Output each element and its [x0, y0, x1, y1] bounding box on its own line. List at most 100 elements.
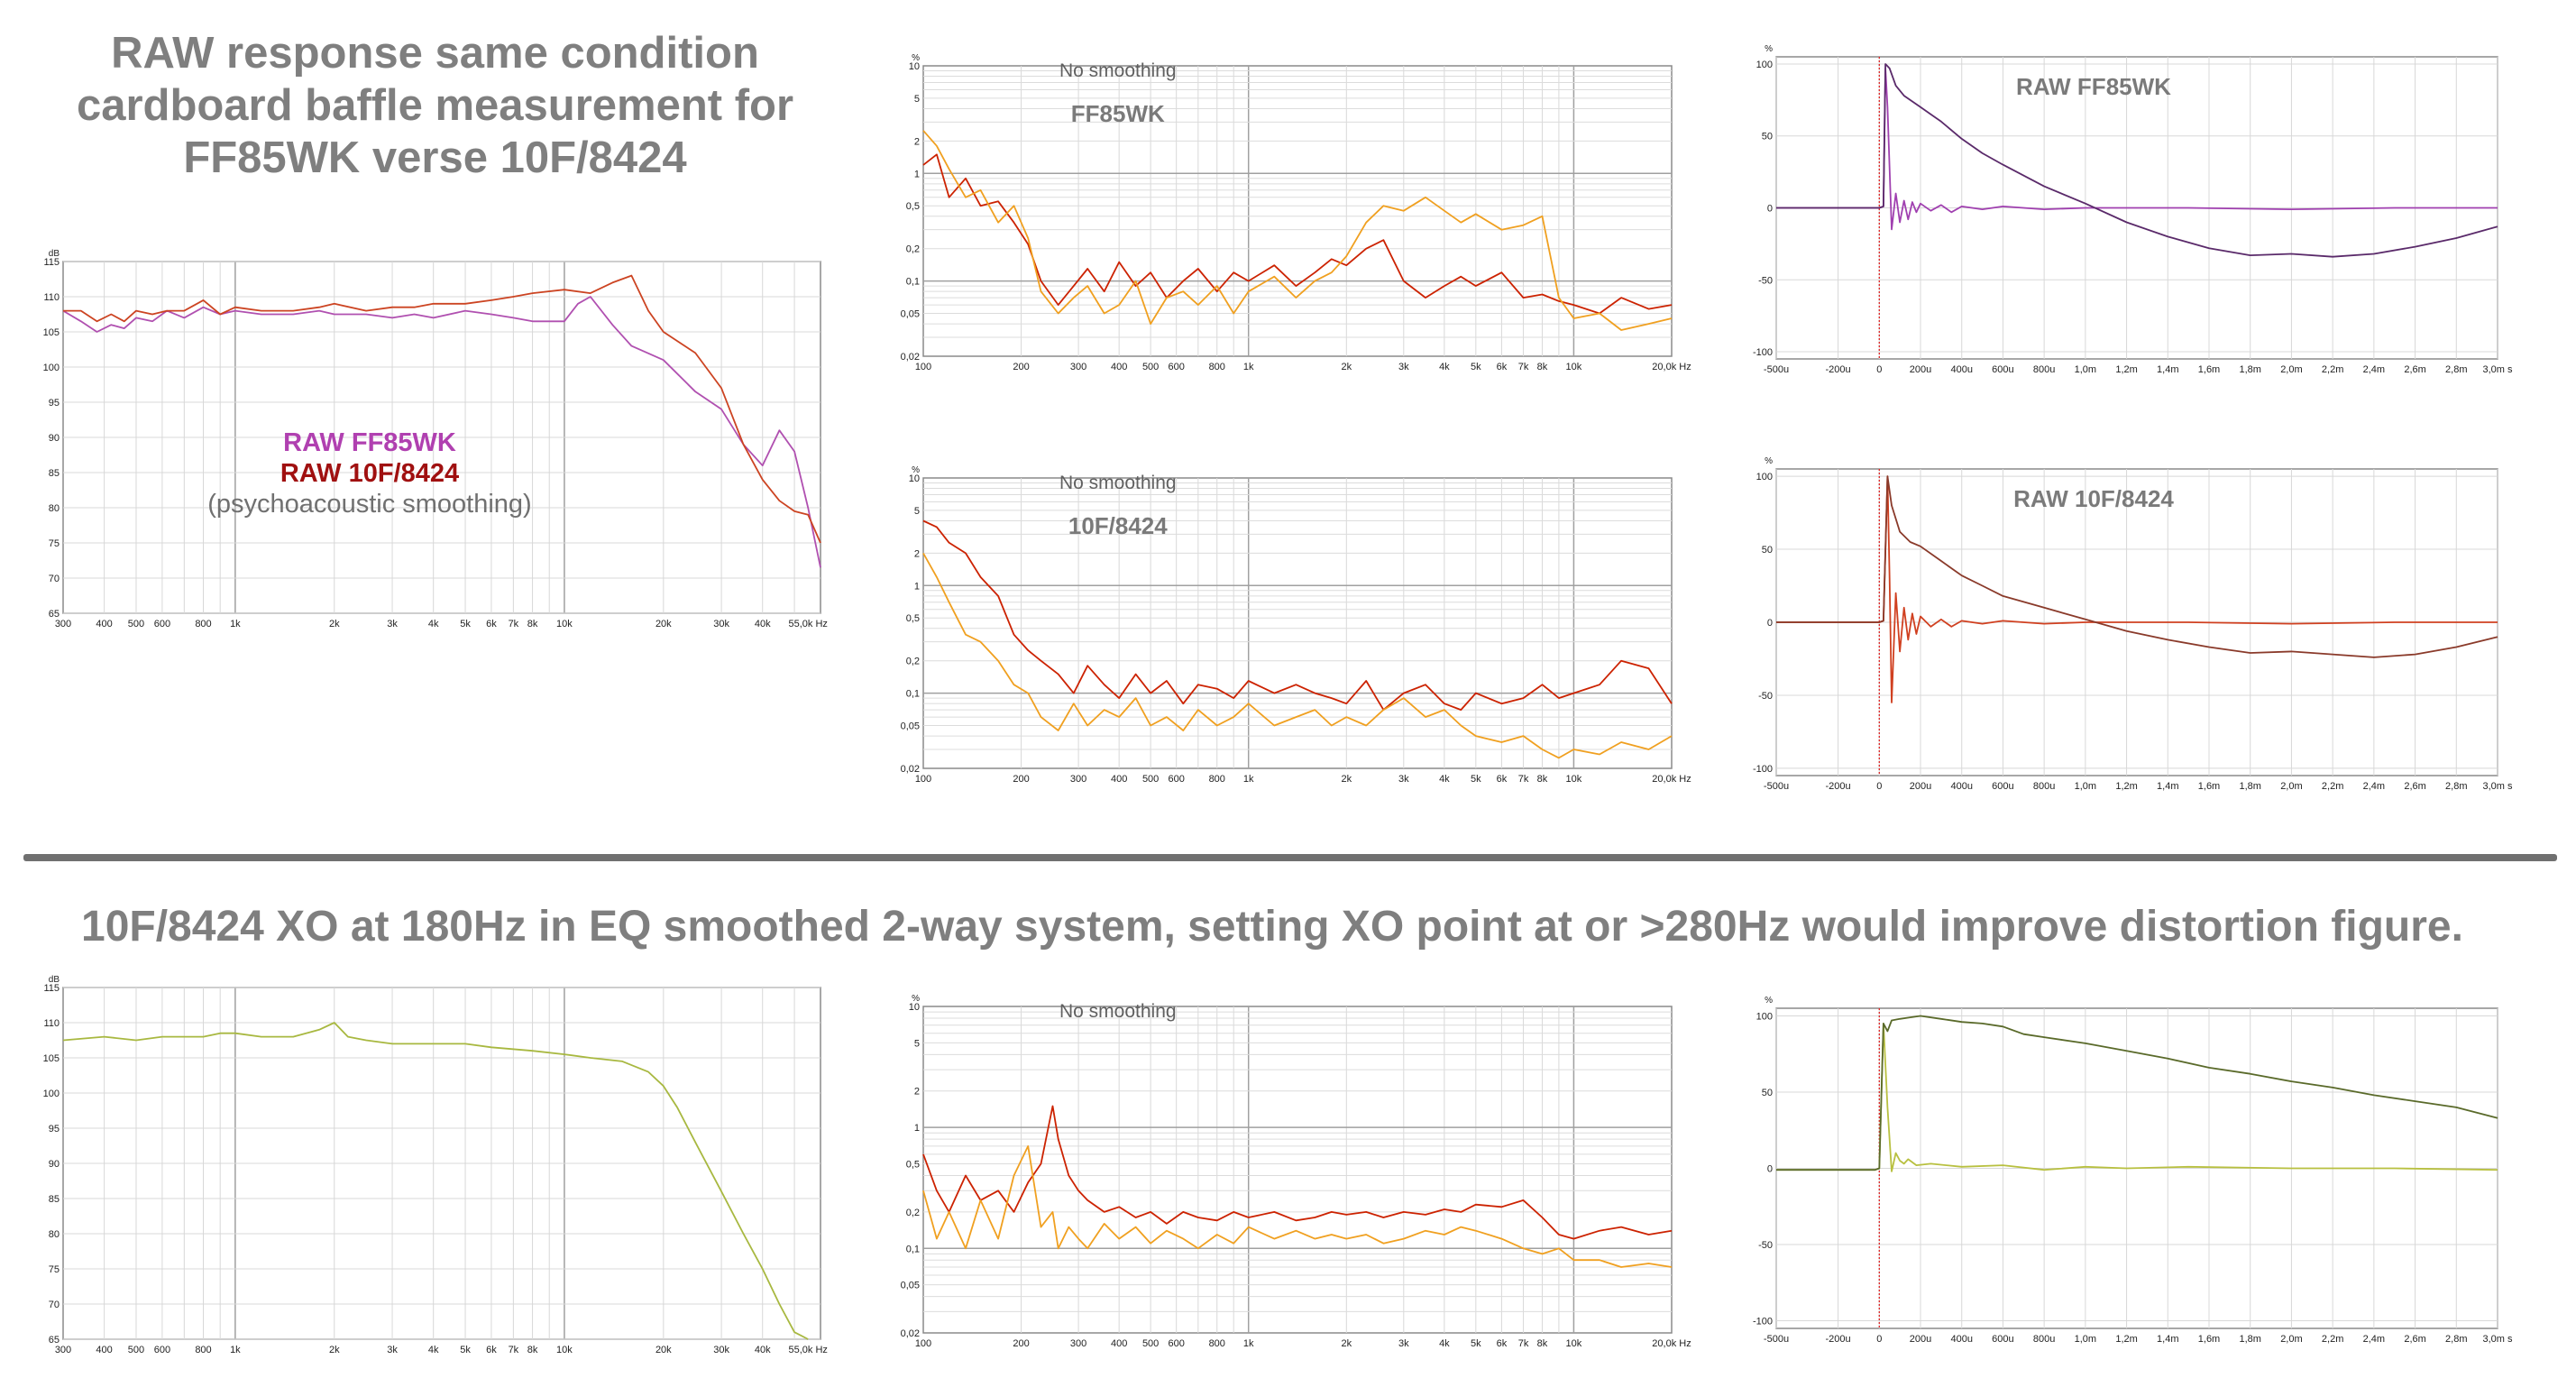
y-tick-label: 2 — [914, 136, 920, 147]
y-tick-label: 0,02 — [901, 1328, 920, 1339]
x-tick-label: 0 — [1876, 781, 1882, 792]
x-tick-label: 600 — [1169, 362, 1185, 372]
x-tick-label: 2,2m — [2322, 781, 2343, 792]
x-tick-label: 0 — [1876, 1334, 1882, 1345]
y-tick-label: 2 — [914, 1087, 920, 1098]
y-tick-label: 10 — [909, 1002, 920, 1013]
series-line-raw-ff85wk — [62, 296, 821, 568]
x-tick-label: 400u — [1950, 364, 1972, 375]
y-tick-label: -100 — [1753, 1317, 1773, 1327]
x-tick-label: 6k — [1497, 362, 1508, 372]
x-tick-label: 2,2m — [2322, 1334, 2343, 1345]
y-tick-label: 0,02 — [901, 764, 920, 775]
x-tick-label: 2k — [329, 619, 340, 629]
x-tick-label: 2k — [329, 1345, 340, 1355]
chart-fr-raw: 300 400 500 600 800 1k 2k 3k 4k 5k 6k 7k 8k 10k 20k 30k… — [43, 249, 828, 629]
x-tick-label: 2,0m — [2280, 364, 2302, 375]
x-tick-label: 500 — [1142, 774, 1159, 785]
series-line-red — [922, 519, 1673, 712]
x-tick-label: 1,2m — [2115, 1334, 2137, 1345]
x-tick-label: 4k — [1439, 362, 1450, 372]
series-line-impulse — [1776, 1023, 2498, 1172]
y-tick-label: 0,2 — [906, 1208, 920, 1218]
y-tick-label: 115 — [43, 983, 60, 994]
x-tick-label: 800 — [1209, 774, 1225, 785]
x-tick-label: 300 — [55, 619, 71, 629]
x-tick-label: 3k — [1398, 1338, 1409, 1349]
y-tick-label: 0,1 — [906, 1244, 920, 1254]
x-tick-label: 2,6m — [2404, 1334, 2425, 1345]
x-tick-label: 100 — [915, 362, 931, 372]
legend-entry: RAW 10F/8424 — [280, 459, 459, 488]
x-tick-label: 1,6m — [2198, 1334, 2220, 1345]
x-tick-label: 1,0m — [2075, 781, 2096, 792]
x-tick-label: 4k — [428, 1345, 439, 1355]
x-tick-label: 600 — [1169, 774, 1185, 785]
x-tick-label: 800 — [1209, 362, 1225, 372]
chart-impulse-system: -500u -200u 0 200u 400u 600u 800u 1,0m 1,2m 1,4m 1… — [1753, 996, 2513, 1345]
x-tick-label: 6k — [486, 1345, 497, 1355]
x-tick-label: 5k — [1471, 774, 1481, 785]
y-axis-unit: % — [912, 53, 920, 63]
x-tick-label: 800u — [2033, 781, 2055, 792]
x-tick-label: 1,0m — [2075, 1334, 2096, 1345]
y-axis-unit: % — [912, 994, 920, 1004]
y-tick-label: 105 — [43, 1053, 60, 1064]
x-tick-label: 600u — [1992, 781, 2013, 792]
plot-area — [922, 65, 1673, 357]
x-tick-label: 2,0m — [2280, 1334, 2302, 1345]
y-tick-label: 85 — [49, 468, 60, 479]
y-tick-label: 1 — [914, 169, 920, 179]
x-tick-label: 800 — [195, 1345, 211, 1355]
y-tick-label: 105 — [43, 327, 60, 338]
x-tick-label: -200u — [1826, 781, 1851, 792]
y-tick-label: 100 — [1756, 1011, 1773, 1022]
x-tick-label: 400 — [96, 619, 112, 629]
x-tick-label: 100 — [915, 774, 931, 785]
y-tick-label: 50 — [1762, 1088, 1773, 1098]
x-tick-label: 300 — [55, 1345, 71, 1355]
x-tick-label: 2,6m — [2404, 781, 2425, 792]
series-line-system — [62, 1022, 809, 1340]
y-tick-label: 65 — [49, 609, 60, 620]
y-tick-label: 2 — [914, 548, 920, 559]
y-tick-label: 0,5 — [906, 613, 920, 624]
x-tick-label: 2,8m — [2445, 781, 2467, 792]
x-tick-label: 1,2m — [2115, 781, 2137, 792]
series-line-orange — [922, 1144, 1673, 1268]
x-tick-label: 10k — [1566, 1338, 1582, 1349]
y-axis-unit: dB — [49, 975, 60, 985]
x-tick-label: 7k — [1518, 362, 1529, 372]
y-tick-label: 80 — [49, 1229, 60, 1240]
x-tick-label: 600 — [1169, 1338, 1185, 1349]
x-tick-label: 400 — [96, 1345, 112, 1355]
legend-entry: RAW FF85WK — [283, 428, 456, 457]
x-tick-label: 400u — [1950, 1334, 1972, 1345]
x-tick-label: -500u — [1764, 781, 1789, 792]
series-line-impulse — [1776, 67, 2498, 231]
y-tick-label: 75 — [49, 538, 60, 549]
page-title: RAW response same condition cardboard ba… — [0, 27, 870, 184]
series-line-envelope — [1776, 63, 2498, 258]
x-tick-label: -500u — [1764, 1334, 1789, 1345]
x-tick-label: 2,0m — [2280, 781, 2302, 792]
x-tick-label: 2,8m — [2445, 364, 2467, 375]
x-tick-label: 1,8m — [2239, 781, 2260, 792]
chart-distortion-system: 100 200 300 400 500 600 800 1k 2k 3k 4k 5k 6k 7k 8k 10k… — [901, 994, 1691, 1349]
chart-name-label: FF85WK — [1071, 100, 1165, 127]
series-line-orange — [922, 130, 1673, 331]
x-tick-label: -500u — [1764, 364, 1789, 375]
y-tick-label: 0,02 — [901, 352, 920, 363]
x-tick-label: 1,6m — [2198, 781, 2220, 792]
x-tick-label: 30k — [713, 1345, 729, 1355]
y-axis-unit: % — [912, 465, 920, 475]
x-tick-label: 500 — [1142, 362, 1159, 372]
x-tick-label: 10k — [1566, 774, 1582, 785]
chart-distortion-10f: 100 200 300 400 500 600 800 1k 2k 3k 4k 5k 6k 7k 8k 10k… — [901, 465, 1691, 785]
title-line-3: FF85WK verse 10F/8424 — [183, 133, 687, 182]
y-axis-unit: % — [1765, 456, 1773, 466]
x-tick-label: 8k — [1537, 362, 1548, 372]
x-tick-label: 40k — [755, 619, 771, 629]
x-tick-label: 300 — [1070, 774, 1086, 785]
x-tick-label: 8k — [527, 1345, 538, 1355]
